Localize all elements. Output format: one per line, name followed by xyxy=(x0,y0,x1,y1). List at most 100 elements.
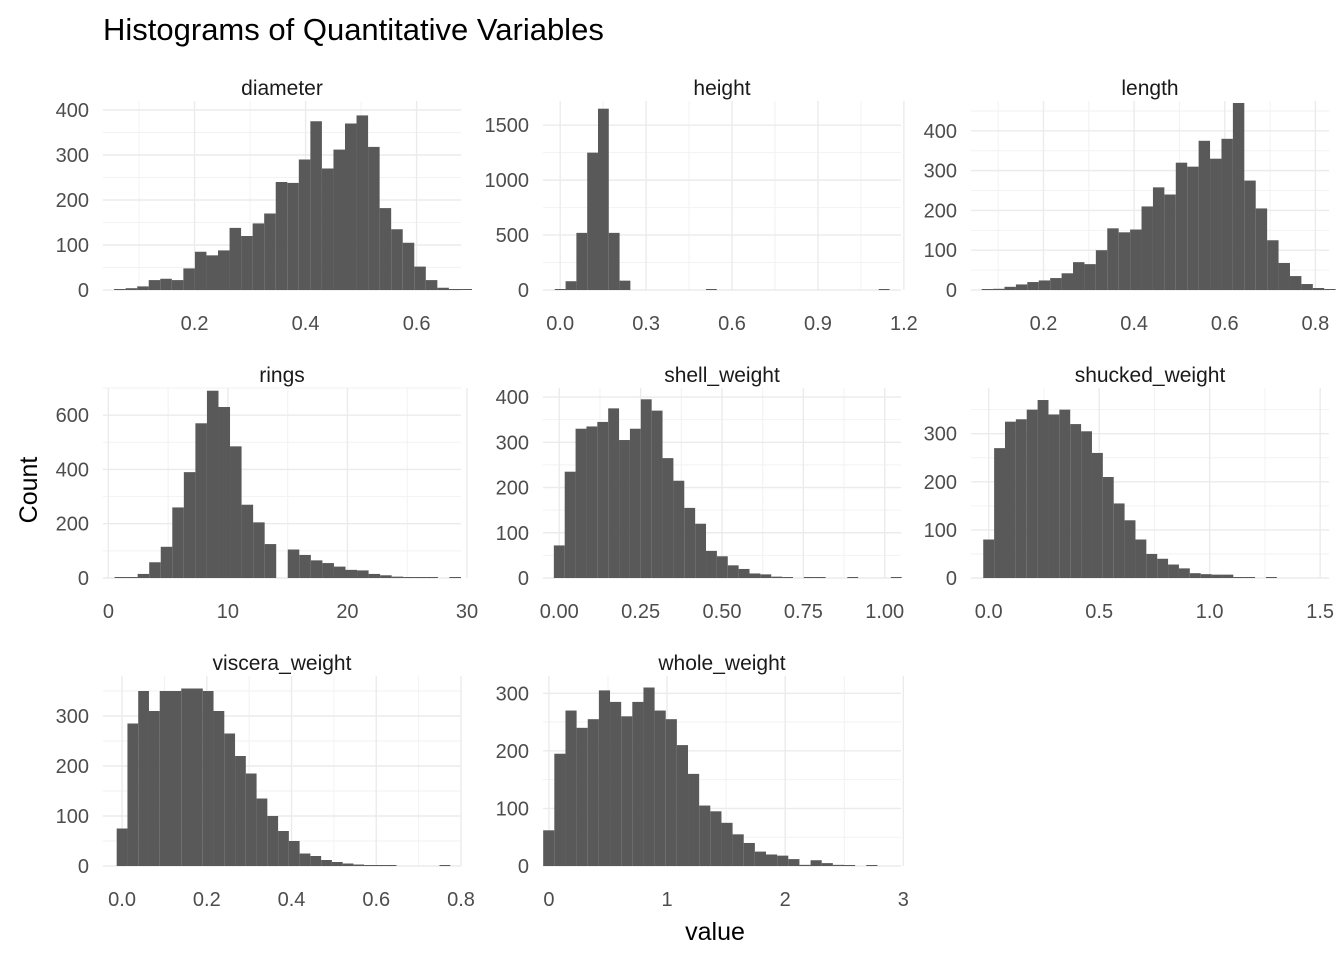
histogram-bar xyxy=(437,287,449,290)
y-tick-label: 200 xyxy=(56,756,89,778)
histogram-bar xyxy=(1026,409,1038,578)
histogram-bar xyxy=(727,565,739,578)
histogram-bar xyxy=(878,289,890,290)
histogram-bar xyxy=(267,816,279,866)
histogram-bar xyxy=(1050,278,1062,290)
histogram-bar xyxy=(333,566,346,578)
histogram-bar xyxy=(403,577,415,578)
histogram-bar xyxy=(1175,162,1188,290)
histogram-bar xyxy=(1211,574,1223,578)
histogram-bar xyxy=(788,859,800,866)
x-tick-label: 0.75 xyxy=(784,601,823,623)
histogram-bar xyxy=(368,146,380,290)
histogram-bar xyxy=(564,471,576,578)
histogram-bar xyxy=(425,280,438,290)
x-tick-label: 0.2 xyxy=(181,313,209,335)
x-tick-label: 1.0 xyxy=(1196,601,1224,623)
histogram-bar xyxy=(1189,573,1201,578)
x-tick-label: 10 xyxy=(217,601,239,623)
histogram-bar xyxy=(287,549,300,578)
histogram-bar xyxy=(662,458,674,578)
histogram-bar xyxy=(364,865,375,866)
x-tick-label: 0.00 xyxy=(540,601,579,623)
histogram-bar xyxy=(598,690,611,866)
histogram-bar xyxy=(1118,232,1131,290)
y-tick-label: 200 xyxy=(496,741,529,763)
histogram-bar xyxy=(665,719,677,866)
histogram-bar xyxy=(322,563,334,578)
histogram-bar xyxy=(1164,194,1176,290)
histogram-bar xyxy=(651,410,663,578)
x-tick-label: 1 xyxy=(661,889,672,911)
y-tick-label: 100 xyxy=(496,798,529,820)
histogram-bar xyxy=(847,577,859,578)
histogram-bar xyxy=(1232,102,1245,290)
histogram-bar xyxy=(160,546,173,578)
histogram-bar xyxy=(235,756,246,866)
histogram-bar xyxy=(695,523,707,578)
histogram-bar xyxy=(1084,264,1096,290)
histogram-bar xyxy=(576,727,588,866)
facet-diameter: 0 100 200 300 400 0.2 0.4 0.6 diameter xyxy=(56,77,472,335)
histogram-bar xyxy=(553,545,565,578)
histogram-bar xyxy=(1015,419,1027,578)
x-tick-label: 0.2 xyxy=(193,889,221,911)
histogram-bar xyxy=(206,390,219,578)
histogram-bar xyxy=(710,811,722,866)
histogram-bar xyxy=(844,865,856,866)
histogram-bar xyxy=(587,719,599,866)
histogram-bar xyxy=(721,822,733,866)
histogram-bar xyxy=(298,159,311,290)
histogram-bar xyxy=(288,841,300,866)
histogram-bar xyxy=(1301,284,1313,290)
x-tick-label: 0.2 xyxy=(1030,313,1058,335)
x-axis-title: value xyxy=(685,918,745,946)
histogram-bar xyxy=(171,280,184,290)
histogram-bar xyxy=(137,573,150,578)
facet-label: viscera_weight xyxy=(213,652,352,675)
histogram-bar xyxy=(716,556,728,578)
y-tick-label: 300 xyxy=(924,161,957,183)
histogram-bar xyxy=(1312,288,1325,290)
histogram-bar xyxy=(160,278,172,290)
histogram-bar xyxy=(554,753,566,866)
y-tick-label: 100 xyxy=(924,240,957,262)
x-tick-label: 0.9 xyxy=(804,313,832,335)
histogram-bar xyxy=(414,577,427,578)
y-tick-label: 0 xyxy=(946,568,957,590)
histogram-bar xyxy=(344,123,357,290)
histogram-bar xyxy=(1070,424,1082,578)
facet-label: height xyxy=(693,77,750,100)
histogram-bar xyxy=(754,851,767,866)
histogram-bar xyxy=(565,710,577,866)
histogram-bar xyxy=(342,863,354,866)
histogram-bar xyxy=(866,865,878,866)
histogram-bar xyxy=(1130,229,1142,290)
x-tick-label: 1.2 xyxy=(890,313,918,335)
histogram-bar xyxy=(310,121,322,290)
x-tick-label: 0.6 xyxy=(718,313,746,335)
histogram-bar xyxy=(619,440,630,578)
histogram-bar xyxy=(597,108,609,290)
histogram-bar xyxy=(1146,553,1158,578)
y-tick-label: 400 xyxy=(924,121,957,143)
histogram-bar xyxy=(1324,289,1336,290)
x-tick-label: 0.6 xyxy=(362,889,390,911)
histogram-bar xyxy=(760,574,772,578)
histogram-bar xyxy=(1015,284,1028,290)
histogram-bar xyxy=(981,289,994,290)
y-tick-label: 200 xyxy=(924,472,957,494)
histogram-bar xyxy=(353,864,365,866)
histogram-bar xyxy=(1200,574,1212,578)
histogram-bar xyxy=(391,229,403,290)
histogram-bar xyxy=(148,711,160,866)
histogram-bar xyxy=(1004,286,1016,290)
histogram-bar xyxy=(1244,180,1256,290)
x-tick-label: 0.25 xyxy=(621,601,660,623)
x-tick-label: 1.5 xyxy=(1306,601,1334,623)
x-tick-label: 1.00 xyxy=(865,601,904,623)
histogram-bar xyxy=(676,745,689,866)
histogram-bar xyxy=(333,149,345,290)
